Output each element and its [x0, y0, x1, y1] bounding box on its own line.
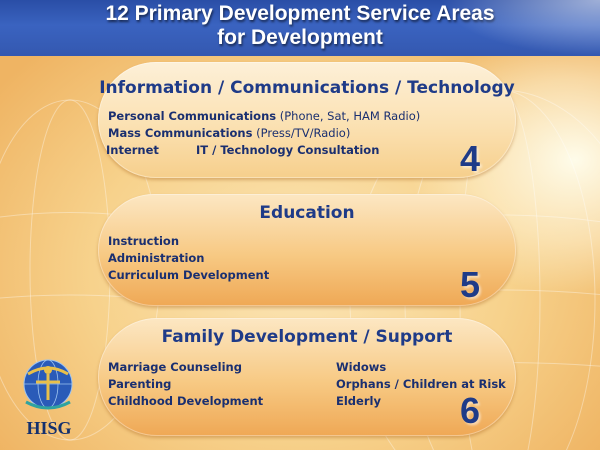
- list-item: Administration: [108, 251, 205, 265]
- slide-title: 12 Primary Development Service Areas for…: [0, 2, 600, 50]
- panel-number: 4: [460, 138, 481, 179]
- list-item: IT / Technology Consultation: [196, 143, 379, 157]
- list-item: Mass Communications (Press/TV/Radio): [108, 126, 350, 140]
- list-item: Instruction: [108, 234, 180, 248]
- logo-text: HISG: [26, 418, 72, 438]
- panel-number: 5: [460, 264, 481, 305]
- list-item: Curriculum Development: [108, 268, 270, 282]
- list-item: Childhood Development: [108, 394, 264, 408]
- item-label: Mass Communications: [108, 126, 253, 140]
- list-item: Orphans / Children at Risk: [336, 377, 506, 391]
- list-item: Parenting: [108, 377, 172, 391]
- panel-heading: Education: [259, 203, 355, 223]
- panel-heading: Information / Communications / Technolog…: [99, 78, 515, 98]
- panel-education: Education Instruction Administration Cur…: [98, 194, 516, 306]
- item-label: Personal Communications: [108, 109, 277, 123]
- panel-number: 6: [460, 390, 481, 431]
- list-item: Elderly: [336, 394, 381, 408]
- list-item: Personal Communications (Phone, Sat, HAM…: [108, 109, 420, 123]
- title-bar: 12 Primary Development Service Areas for…: [0, 0, 600, 56]
- slide-title-line-2: for Development: [217, 26, 383, 49]
- list-item: Marriage Counseling: [108, 360, 242, 374]
- globe-figure-icon: [23, 359, 73, 410]
- item-detail: (Phone, Sat, HAM Radio): [276, 109, 421, 123]
- item-detail: (Press/TV/Radio): [252, 126, 351, 140]
- panel-information-communications-technology: Information / Communications / Technolog…: [98, 62, 516, 179]
- slide-title-line-1: 12 Primary Development Service Areas: [105, 2, 495, 25]
- list-item: Widows: [336, 360, 387, 374]
- item-label: Internet: [106, 143, 159, 157]
- panel-heading: Family Development / Support: [161, 327, 453, 347]
- panel-family-development-support: Family Development / Support Marriage Co…: [98, 318, 516, 436]
- item-label: IT / Technology Consultation: [196, 143, 380, 157]
- list-item: Internet: [106, 143, 159, 157]
